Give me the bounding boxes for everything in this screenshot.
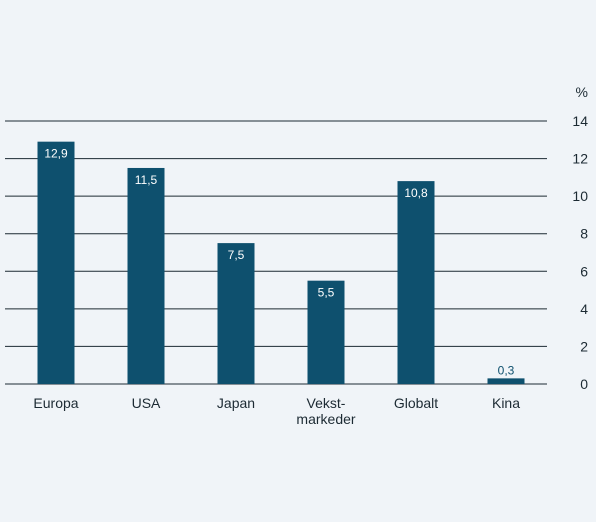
bar-value-label: 12,9 bbox=[44, 147, 68, 161]
x-category-label: Vekst-markeder bbox=[296, 395, 355, 427]
bar-value-label: 10,8 bbox=[404, 186, 428, 200]
y-tick-label: 8 bbox=[580, 226, 588, 242]
value-labels-group: 12,9 11,5 7,5 5,5 10,8 0,3 bbox=[44, 147, 514, 378]
y-tick-label: 6 bbox=[580, 263, 588, 279]
bar-value-label: 11,5 bbox=[135, 173, 158, 187]
bars-group bbox=[37, 141, 525, 384]
y-tick-label: 0 bbox=[580, 376, 588, 392]
x-category-label: Japan bbox=[217, 395, 255, 411]
x-category-label: Globalt bbox=[394, 395, 438, 411]
y-axis-unit-label: % bbox=[576, 84, 588, 100]
bar bbox=[37, 141, 75, 384]
bar bbox=[307, 280, 345, 384]
y-tick-label: 10 bbox=[572, 188, 588, 204]
grid-lines bbox=[5, 120, 547, 385]
x-category-label: Kina bbox=[492, 395, 520, 411]
y-tick-label: 4 bbox=[580, 301, 588, 317]
y-tick-label: 14 bbox=[572, 113, 588, 129]
x-category-label: Europa bbox=[33, 395, 78, 411]
bar bbox=[217, 243, 255, 384]
bar bbox=[127, 167, 165, 384]
x-category-label: USA bbox=[132, 395, 161, 411]
bar bbox=[487, 378, 525, 384]
y-axis-ticks: 0 2 4 6 8 10 12 14 bbox=[572, 113, 588, 392]
y-tick-label: 12 bbox=[572, 151, 588, 167]
bar-value-label: 0,3 bbox=[498, 363, 515, 377]
bar-value-label: 5,5 bbox=[318, 286, 335, 300]
bar-value-label: 7,5 bbox=[228, 248, 245, 262]
x-axis-categories: Europa USA Japan Vekst-markeder Globalt Kina bbox=[33, 395, 520, 427]
bar bbox=[397, 181, 435, 384]
y-tick-label: 2 bbox=[580, 338, 588, 354]
